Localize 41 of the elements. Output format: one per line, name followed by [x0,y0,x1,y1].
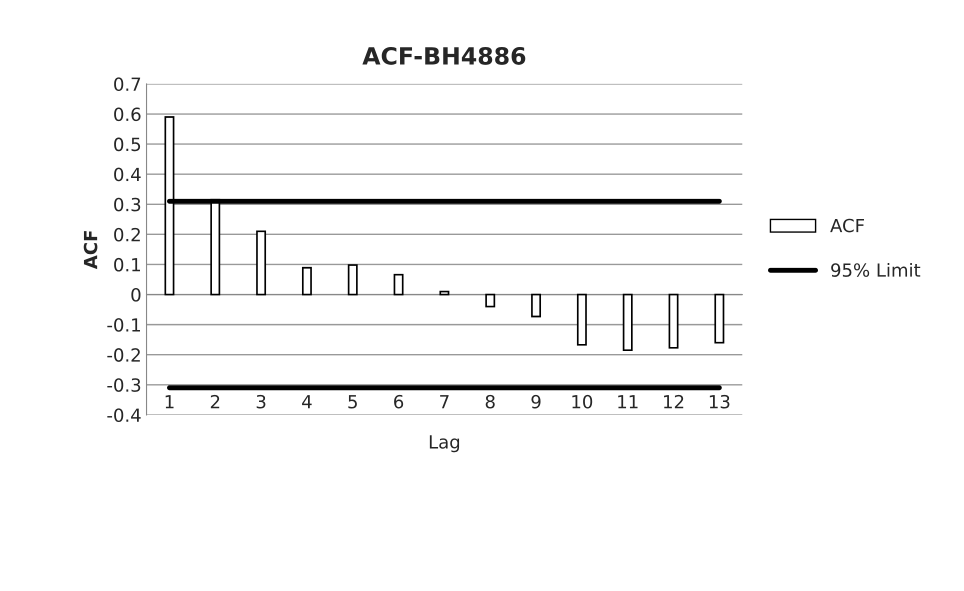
bar [485,294,496,308]
x-tick-label: 1 [166,395,174,408]
legend-label: 95% Limit [831,262,920,277]
bar [622,294,633,352]
bar [348,264,358,296]
x-tick-label: 4 [302,395,312,408]
x-tick-label: 2 [210,394,220,408]
bar [531,294,542,318]
chart-title: ACF-BH4886 [362,46,526,65]
x-tick-label: 7 [440,395,449,408]
bar [439,290,450,296]
x-tick-label: 13 [710,394,730,409]
y-tick-label: 0.3 [114,198,140,212]
bar [302,266,312,296]
x-tick-label: 5 [348,395,357,409]
y-tick-label: 0 [131,288,140,302]
y-tick-label: -0.4 [107,408,141,422]
y-tick-label: 0.2 [114,228,140,242]
y-tick-label: 0.1 [114,258,140,272]
y-tick-label: 0.6 [114,107,141,122]
y-tick-label: 0.4 [114,168,141,182]
x-tick-label: 9 [531,394,541,409]
x-tick-label: 6 [394,394,404,409]
bar [714,294,724,344]
bar [394,274,404,296]
x-axis-title: Lag [430,435,460,452]
y-tick-label: 0.5 [114,138,140,152]
legend-label: ACF [830,218,864,232]
bar [576,294,587,346]
bar [668,294,678,349]
y-tick-label: -0.3 [107,378,140,392]
x-tick-label: 8 [486,394,495,409]
x-tick-label: 10 [572,394,592,409]
bar [256,230,266,296]
x-tick-label: 12 [664,394,684,408]
x-tick-label: 3 [256,394,266,409]
x-tick-label: 11 [618,395,638,408]
y-tick-label: -0.1 [107,318,140,332]
y-axis-title: ACF [84,231,98,270]
y-tick-label: -0.2 [107,348,140,362]
y-tick-label: 0.7 [114,77,140,92]
